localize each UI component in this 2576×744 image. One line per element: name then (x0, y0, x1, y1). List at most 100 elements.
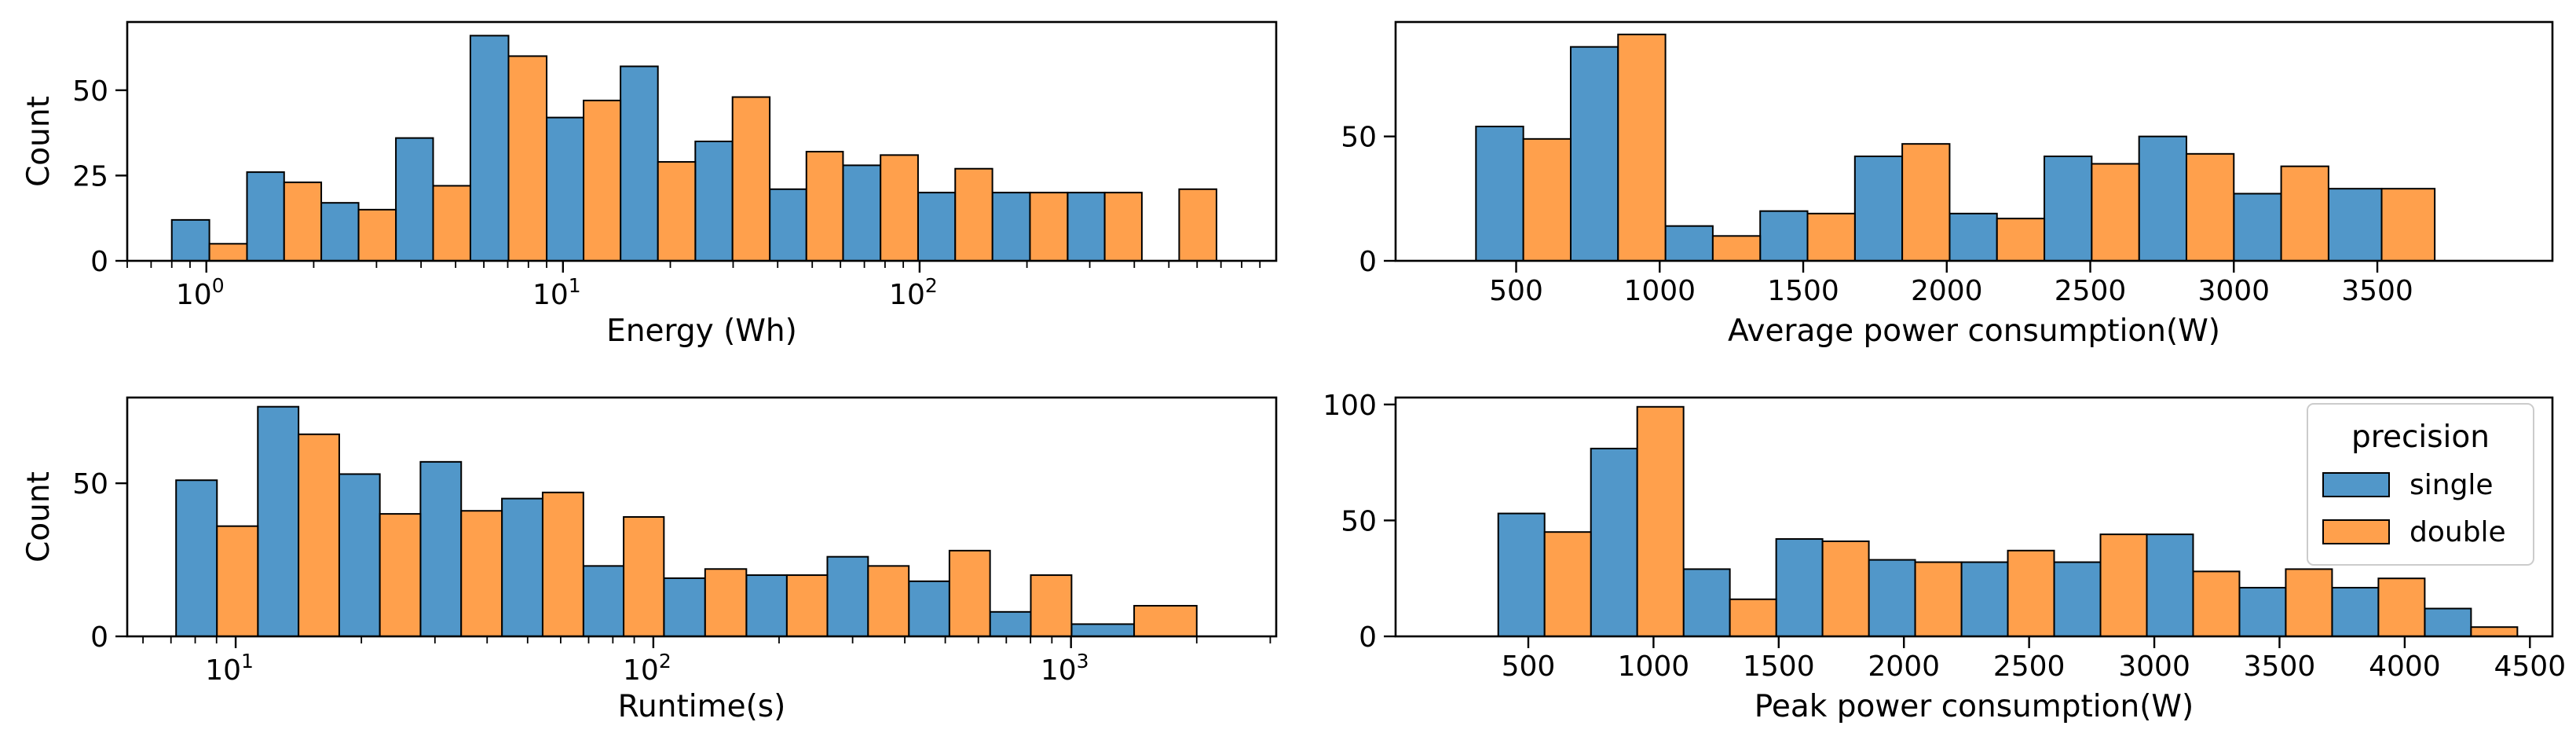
xtick-label-exponent: 0 (212, 274, 225, 297)
bar-energy-double-7 (731, 96, 771, 262)
bar-peak_power-double-1 (1636, 405, 1685, 637)
bar-runtime-single-9 (908, 580, 950, 637)
y-axis-label-energy: Count (21, 96, 57, 187)
xtick-label-base: 10 (205, 654, 241, 687)
axes-frame-avg_power (1394, 20, 2554, 262)
legend-swatch-double (2322, 519, 2390, 544)
xtick-label-runtime-2: 103 (1041, 650, 1089, 687)
bar-energy-double-6 (657, 161, 697, 262)
bar-runtime-double-2 (379, 513, 422, 637)
bar-avg_power-double-1 (1617, 33, 1667, 262)
bar-peak_power-double-7 (2192, 570, 2241, 637)
ytick-label-avg_power-0: 0 (1359, 246, 1377, 278)
bar-peak_power-single-8 (2238, 587, 2287, 638)
bar-avg_power-single-7 (2138, 135, 2187, 262)
bar-energy-single-9 (842, 164, 882, 262)
axes-frame-runtime (126, 396, 1278, 638)
bar-runtime-single-7 (745, 574, 788, 637)
ytick-label-peak_power-0: 0 (1359, 621, 1377, 654)
bar-runtime-single-0 (175, 479, 218, 637)
bar-energy-single-12 (1067, 192, 1106, 262)
xtick-label-energy-2: 102 (889, 274, 938, 311)
bar-peak_power-single-10 (2424, 607, 2472, 638)
xtick-label-avg_power-4: 2500 (2055, 275, 2127, 307)
bar-energy-single-10 (917, 192, 957, 262)
x-axis-label-energy: Energy (Wh) (606, 313, 797, 349)
bar-energy-double-1 (283, 181, 323, 262)
bar-runtime-double-7 (785, 574, 829, 637)
xtick-label-avg_power-3: 2000 (1911, 275, 1983, 307)
xtick-label-base: 10 (176, 279, 212, 311)
bar-avg_power-single-5 (1948, 212, 1998, 262)
y-axis-label-runtime: Count (21, 471, 57, 563)
bar-peak_power-double-6 (2099, 533, 2148, 638)
xtick-label-peak_power-4: 2500 (1993, 651, 2066, 683)
bar-runtime-single-8 (826, 555, 869, 637)
bar-peak_power-double-10 (2470, 626, 2519, 638)
bar-runtime-single-3 (419, 460, 463, 637)
bar-runtime-double-3 (460, 510, 503, 638)
xtick-label-peak_power-6: 3500 (2244, 651, 2316, 683)
bar-avg_power-double-7 (2185, 152, 2235, 262)
ytick-label-avg_power-1: 50 (1341, 122, 1377, 154)
bar-energy-double-11 (1029, 192, 1069, 262)
bar-avg_power-single-6 (2044, 156, 2093, 262)
bar-runtime-single-10 (989, 610, 1032, 638)
xtick-label-avg_power-2: 1500 (1767, 275, 1839, 307)
bar-peak_power-double-2 (1729, 598, 1777, 638)
xtick-label-peak_power-7: 4000 (2369, 651, 2441, 683)
xtick-label-exponent: 3 (1077, 650, 1089, 673)
legend-title: precision (2351, 420, 2490, 455)
bar-runtime-double-9 (948, 549, 991, 637)
bar-avg_power-double-8 (2280, 165, 2329, 262)
bar-runtime-double-5 (623, 516, 665, 637)
xtick-label-avg_power-5: 3000 (2197, 275, 2270, 307)
bar-avg_power-double-9 (2380, 188, 2436, 262)
bar-peak_power-single-1 (1590, 447, 1638, 637)
x-axis-label-peak_power: Peak power consumption(W) (1755, 689, 2194, 724)
bar-energy-double-13 (1178, 188, 1217, 262)
xtick-label-avg_power-6: 3500 (2341, 275, 2413, 307)
bar-energy-double-5 (583, 99, 622, 262)
bar-energy-double-10 (954, 167, 993, 262)
xtick-label-peak_power-8: 4500 (2494, 651, 2566, 683)
bar-runtime-double-11 (1133, 605, 1198, 638)
bar-peak_power-single-6 (2053, 561, 2102, 637)
legend-label-single: single (2410, 469, 2494, 501)
bar-energy-single-2 (320, 202, 360, 262)
bar-peak_power-single-2 (1682, 568, 1731, 637)
bar-runtime-double-10 (1030, 574, 1073, 637)
chart-avg_power: 500 1000 1500 2000 2500 3000 3500 0 50 Average po… (1341, 20, 2554, 349)
bar-energy-single-11 (991, 192, 1031, 262)
bar-avg_power-single-3 (1759, 210, 1809, 262)
bar-energy-single-7 (694, 141, 734, 262)
bar-runtime-single-1 (257, 405, 300, 637)
xtick-label-energy-0: 100 (176, 274, 225, 311)
bar-energy-double-12 (1103, 192, 1143, 262)
bar-peak_power-double-8 (2285, 568, 2333, 637)
bar-peak_power-double-9 (2377, 577, 2426, 638)
bar-peak_power-single-3 (1775, 538, 1824, 637)
bar-avg_power-single-4 (1853, 156, 1904, 262)
axes-frame-energy (126, 20, 1278, 262)
xtick-label-base: 10 (532, 279, 569, 311)
ytick-label-runtime-1: 50 (72, 468, 108, 500)
bar-energy-double-8 (805, 151, 844, 262)
xtick-label-runtime-1: 102 (623, 650, 671, 687)
xtick-label-exponent: 2 (659, 650, 671, 673)
xtick-label-base: 10 (623, 654, 659, 687)
x-axis-label-runtime: Runtime(s) (618, 689, 786, 724)
axes-frame-peak_power (1394, 396, 2554, 638)
bar-peak_power-single-5 (1960, 561, 2009, 637)
bar-peak_power-single-9 (2331, 587, 2380, 638)
bar-energy-double-4 (507, 55, 548, 262)
bar-peak_power-single-4 (1868, 559, 1916, 637)
ytick-label-energy-2: 50 (72, 75, 108, 108)
bar-energy-single-3 (395, 137, 434, 262)
ytick-label-energy-1: 25 (72, 160, 108, 192)
bar-energy-single-0 (170, 218, 210, 262)
bar-avg_power-single-9 (2327, 188, 2383, 262)
bar-peak_power-double-4 (1914, 561, 1963, 637)
